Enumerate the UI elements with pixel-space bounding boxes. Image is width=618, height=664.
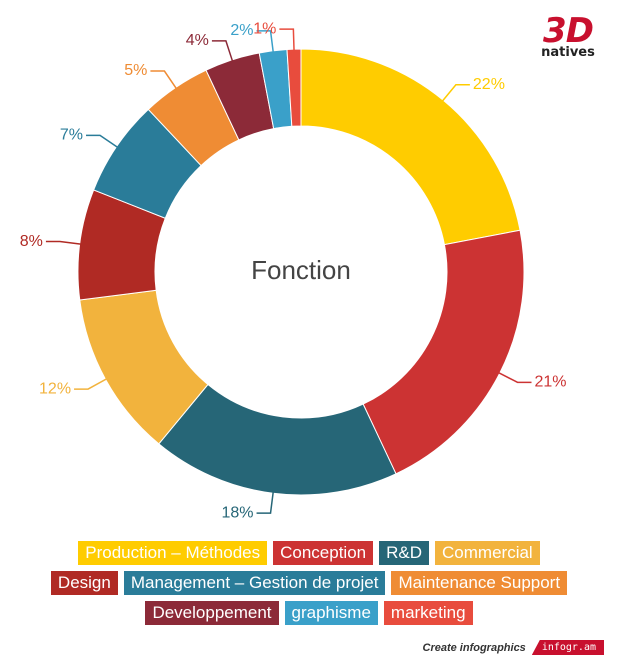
logo-mark: 3D xyxy=(543,11,594,51)
data-label-6: 5% xyxy=(124,62,147,79)
leader-line-9 xyxy=(279,28,295,52)
data-label-0: 22% xyxy=(473,76,505,93)
slice-9[interactable] xyxy=(286,48,302,127)
data-label-7: 4% xyxy=(186,32,209,49)
legend-item-2[interactable]: R&D xyxy=(379,541,430,565)
data-label-3: 12% xyxy=(39,380,71,397)
data-label-1: 21% xyxy=(535,374,567,391)
data-label-5: 7% xyxy=(60,127,83,144)
leader-line-4 xyxy=(45,240,82,246)
chart-legend: Production – Méthodes Conception R&D Commer… xyxy=(0,541,618,631)
logo-text: natives xyxy=(541,45,595,60)
infogram-badge[interactable]: infogr.am xyxy=(531,640,604,655)
3dnatives-logo: 3D natives xyxy=(528,14,608,60)
footer: Create infographics infogr.am xyxy=(422,640,604,655)
legend-row: Design Management – Gestion de projet Main… xyxy=(0,571,618,595)
legend-item-1[interactable]: Conception xyxy=(273,541,374,565)
leader-line-8 xyxy=(256,30,275,53)
leader-line-2 xyxy=(256,491,275,514)
slice-1[interactable] xyxy=(362,229,525,475)
leader-line-0 xyxy=(441,84,470,103)
data-label-8: 2% xyxy=(230,22,253,39)
legend-item-0[interactable]: Production – Méthodes xyxy=(78,541,268,565)
legend-row: Developpement graphisme marketing xyxy=(0,601,618,625)
legend-item-7[interactable]: Developpement xyxy=(145,601,279,625)
legend-item-9[interactable]: marketing xyxy=(383,601,473,625)
leader-line-7 xyxy=(211,40,234,63)
data-label-9: 1% xyxy=(253,20,276,37)
data-label-2: 18% xyxy=(222,504,254,521)
donut-chart: 22% 21% 18% 12% 8% 7% 5% 4% 2% 1% Fonction xyxy=(20,20,567,521)
leader-line-3 xyxy=(74,377,108,390)
legend-item-5[interactable]: Management – Gestion de projet xyxy=(123,571,386,595)
legend-row: Production – Méthodes Conception R&D Commer… xyxy=(0,541,618,565)
leader-line-5 xyxy=(86,134,119,149)
legend-item-4[interactable]: Design xyxy=(50,571,118,595)
footer-text[interactable]: Create infographics xyxy=(422,641,526,654)
data-label-4: 8% xyxy=(20,233,43,250)
legend-item-8[interactable]: graphisme xyxy=(284,601,378,625)
leader-line-6 xyxy=(150,70,178,90)
legend-item-6[interactable]: Maintenance Support xyxy=(391,571,568,595)
chart-title: Fonction xyxy=(251,255,351,285)
leader-line-1 xyxy=(497,371,532,384)
legend-item-3[interactable]: Commercial xyxy=(435,541,540,565)
